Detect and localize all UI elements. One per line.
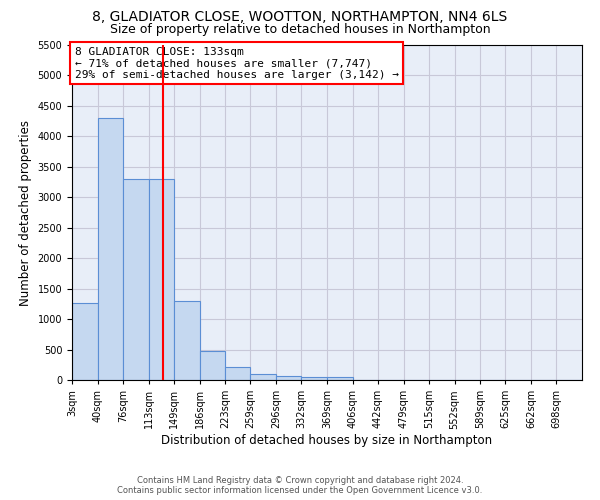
Bar	[250, 374, 276, 380]
Bar	[301, 377, 327, 380]
Text: 8 GLADIATOR CLOSE: 133sqm
← 71% of detached houses are smaller (7,747)
29% of se: 8 GLADIATOR CLOSE: 133sqm ← 71% of detac…	[74, 46, 398, 80]
Text: 8, GLADIATOR CLOSE, WOOTTON, NORTHAMPTON, NN4 6LS: 8, GLADIATOR CLOSE, WOOTTON, NORTHAMPTON…	[92, 10, 508, 24]
Bar	[72, 302, 98, 380]
Bar	[276, 376, 301, 380]
Text: Contains HM Land Registry data © Crown copyright and database right 2024.
Contai: Contains HM Land Registry data © Crown c…	[118, 476, 482, 495]
Bar	[199, 351, 225, 380]
Y-axis label: Number of detached properties: Number of detached properties	[19, 120, 32, 306]
Bar	[123, 179, 149, 380]
Bar	[225, 367, 250, 380]
Bar	[149, 179, 174, 380]
Bar	[174, 301, 199, 380]
Bar	[327, 377, 353, 380]
Text: Size of property relative to detached houses in Northampton: Size of property relative to detached ho…	[110, 22, 490, 36]
Bar	[98, 118, 123, 380]
X-axis label: Distribution of detached houses by size in Northampton: Distribution of detached houses by size …	[161, 434, 493, 447]
